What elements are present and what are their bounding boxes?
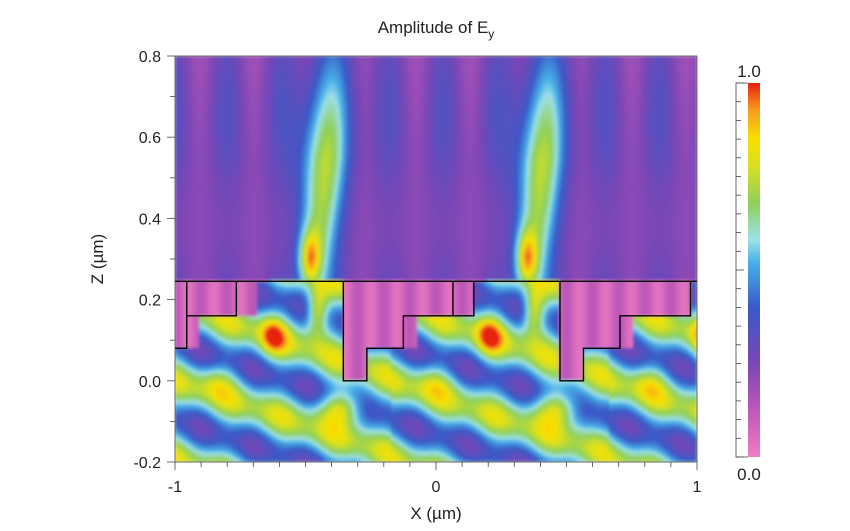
x-tick-label: 1 [693, 479, 702, 496]
heatmap-image [175, 56, 697, 462]
chart-title-main: Amplitude of E [378, 18, 489, 37]
y-axis: -0.2 0.0 0.2 0.4 0.6 0.8 [133, 49, 175, 472]
x-axis-label: X (µm) [410, 504, 461, 523]
x-axis: -1 0 1 [168, 462, 702, 496]
colorbar-min-label: 0.0 [737, 465, 761, 484]
colorbar-max-label: 1.0 [737, 62, 761, 81]
y-tick-label: 0.4 [139, 211, 161, 228]
heatmap-area [175, 56, 697, 462]
colorbar-ticks [736, 82, 744, 458]
x-tick-label: 0 [432, 479, 441, 496]
y-tick-label: 0.6 [139, 130, 161, 147]
y-axis-label: Z (µm) [88, 234, 107, 284]
y-tick-label: 0.8 [139, 49, 161, 66]
chart-title: Amplitude of Ey [378, 18, 495, 41]
colorbar-gradient [748, 83, 760, 457]
colorbar: 1.0 0.0 [735, 62, 761, 484]
x-tick-label: -1 [168, 479, 182, 496]
y-tick-label: 0.0 [139, 374, 161, 391]
chart-title-subscript: y [488, 27, 494, 41]
y-tick-label: -0.2 [133, 455, 161, 472]
grating-outline [175, 280, 697, 382]
y-tick-label: 0.2 [139, 293, 161, 310]
